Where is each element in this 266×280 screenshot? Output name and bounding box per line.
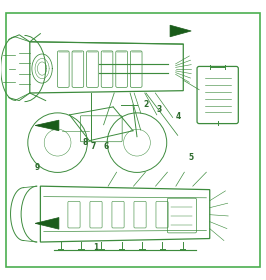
Polygon shape	[170, 25, 191, 37]
Text: 9: 9	[35, 163, 40, 172]
Text: 3: 3	[157, 105, 162, 114]
Text: 4: 4	[175, 112, 181, 121]
Text: 8: 8	[83, 138, 88, 147]
Text: 2: 2	[144, 100, 149, 109]
Text: 7: 7	[91, 142, 96, 151]
Polygon shape	[35, 120, 59, 131]
Text: 5: 5	[189, 153, 194, 162]
Polygon shape	[35, 218, 59, 229]
Text: 6: 6	[104, 142, 109, 151]
Text: 1: 1	[93, 243, 99, 252]
FancyBboxPatch shape	[6, 13, 260, 267]
